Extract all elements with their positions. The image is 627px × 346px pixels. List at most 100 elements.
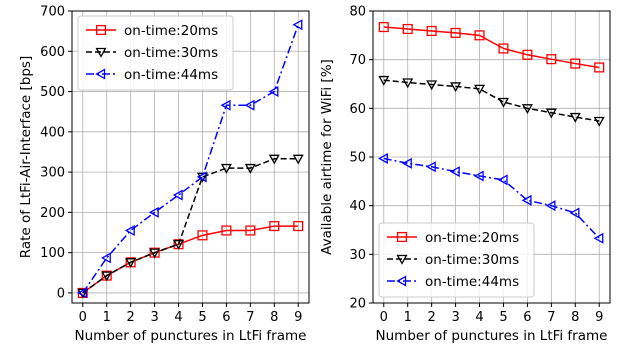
data-point bbox=[172, 189, 183, 201]
legend-marker bbox=[396, 231, 408, 243]
x-tick-label: 4 bbox=[475, 310, 483, 325]
data-point bbox=[268, 86, 279, 98]
y-tick-label: 80 bbox=[349, 5, 366, 20]
series-line bbox=[82, 24, 299, 294]
x-tick-label: 0 bbox=[380, 310, 388, 325]
data-point bbox=[101, 271, 113, 282]
legend-marker bbox=[95, 47, 107, 58]
data-point bbox=[402, 78, 414, 89]
data-point bbox=[197, 230, 208, 241]
data-point bbox=[569, 112, 581, 123]
y-tick-label: 100 bbox=[40, 246, 65, 261]
data-point bbox=[498, 43, 509, 54]
data-point bbox=[497, 97, 509, 108]
x-tick-label: 8 bbox=[270, 310, 278, 325]
data-point bbox=[569, 207, 580, 219]
data-point bbox=[269, 221, 280, 232]
data-point bbox=[77, 288, 89, 299]
x-tick-label: 7 bbox=[547, 310, 555, 325]
legend-box bbox=[378, 222, 535, 298]
data-point bbox=[378, 75, 390, 86]
x-tick-label: 1 bbox=[404, 310, 412, 325]
legend: on-time:20ms on-time:30ms on-time:44ms bbox=[378, 222, 535, 298]
data-point bbox=[196, 172, 208, 183]
y-tick-label: 20 bbox=[349, 297, 366, 312]
data-point bbox=[521, 104, 533, 115]
data-point bbox=[401, 157, 412, 169]
y-axis-label: Available airtime for WiFi [%] bbox=[319, 59, 335, 255]
data-point bbox=[402, 23, 413, 35]
data-point bbox=[149, 248, 161, 259]
data-point bbox=[474, 30, 485, 41]
data-point bbox=[426, 80, 438, 91]
plot-frame bbox=[372, 10, 611, 304]
y-tick-label: 70 bbox=[349, 53, 366, 68]
data-point bbox=[244, 99, 255, 111]
data-point bbox=[173, 240, 185, 250]
data-point bbox=[268, 154, 280, 165]
data-point bbox=[77, 287, 87, 299]
data-point bbox=[124, 224, 135, 237]
x-tick-label: 1 bbox=[103, 310, 111, 325]
x-tick-label: 3 bbox=[150, 310, 158, 325]
data-point bbox=[100, 252, 111, 264]
data-point bbox=[221, 225, 232, 236]
data-point bbox=[148, 206, 159, 218]
y-tick-label: 0 bbox=[57, 286, 65, 301]
legend-marker bbox=[396, 275, 407, 287]
data-point bbox=[425, 161, 436, 173]
data-point bbox=[545, 108, 557, 119]
x-tick-label: 9 bbox=[595, 310, 603, 325]
x-tick-label: 5 bbox=[499, 310, 507, 325]
x-tick-label: 8 bbox=[571, 310, 579, 325]
y-tick-label: 30 bbox=[349, 248, 366, 263]
x-tick-label: 5 bbox=[198, 310, 206, 325]
data-point bbox=[570, 58, 581, 69]
x-tick-label: 0 bbox=[79, 310, 87, 325]
data-point bbox=[594, 62, 605, 73]
y-tick-label: 700 bbox=[40, 5, 65, 20]
legend-label: on-time:44ms bbox=[425, 274, 519, 290]
data-point bbox=[426, 25, 437, 37]
data-point bbox=[546, 54, 557, 65]
y-tick-label: 50 bbox=[349, 151, 366, 166]
y-axis-label: Rate of LtFi-Air-Interface [bps] bbox=[18, 56, 34, 258]
x-tick-label: 2 bbox=[127, 310, 135, 325]
data-point bbox=[545, 200, 556, 212]
legend-marker bbox=[95, 68, 106, 80]
x-axis-label: Number of punctures in LtFi frame bbox=[75, 328, 307, 344]
x-axis-label: Number of punctures in LtFi frame bbox=[376, 328, 608, 344]
legend-box bbox=[77, 15, 234, 91]
x-tick-label: 6 bbox=[523, 310, 531, 325]
data-point bbox=[450, 27, 461, 38]
y-tick-label: 500 bbox=[40, 85, 65, 100]
data-point bbox=[196, 171, 207, 183]
series-line bbox=[383, 26, 600, 69]
data-point bbox=[474, 84, 486, 95]
legend: on-time:20ms on-time:30ms on-time:44ms bbox=[77, 15, 234, 91]
y-tick-label: 200 bbox=[40, 206, 65, 221]
y-tick-label: 600 bbox=[40, 45, 65, 60]
legend-label: on-time:44ms bbox=[124, 67, 218, 83]
x-tick-label: 4 bbox=[174, 310, 182, 325]
y-tick-label: 300 bbox=[40, 166, 65, 181]
series-line bbox=[82, 225, 299, 294]
data-point bbox=[293, 221, 304, 232]
legend-label: on-time:20ms bbox=[124, 23, 218, 39]
legend-marker bbox=[396, 254, 408, 265]
data-point bbox=[450, 82, 462, 93]
data-point bbox=[220, 99, 231, 111]
data-point bbox=[473, 170, 484, 182]
series-line bbox=[383, 79, 600, 122]
y-tick-label: 40 bbox=[349, 199, 366, 214]
y-tick-label: 60 bbox=[349, 102, 366, 117]
legend-marker bbox=[95, 24, 107, 36]
data-point bbox=[378, 152, 388, 164]
data-point bbox=[220, 163, 232, 174]
data-point bbox=[497, 174, 508, 186]
data-point bbox=[449, 166, 460, 178]
legend-label: on-time:30ms bbox=[124, 45, 218, 61]
